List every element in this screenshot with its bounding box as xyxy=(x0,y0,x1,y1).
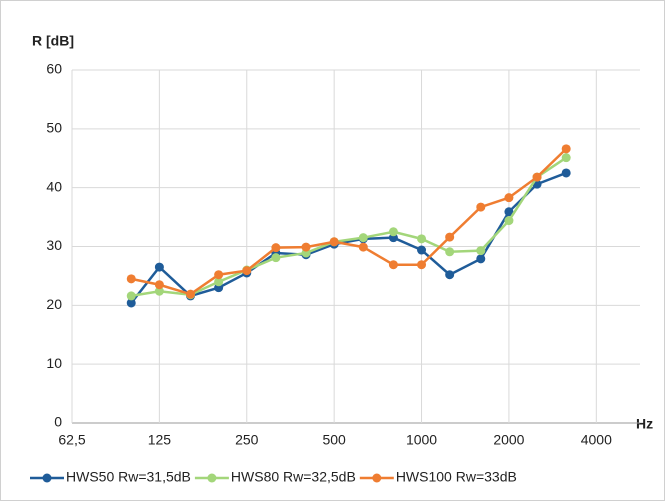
y-tick-label: 20 xyxy=(46,296,62,312)
data-point xyxy=(561,153,571,163)
x-tick-label: 125 xyxy=(148,432,172,448)
x-tick-label: 1000 xyxy=(406,432,437,448)
data-point xyxy=(154,262,164,272)
data-point xyxy=(445,270,455,280)
data-point xyxy=(214,277,224,287)
data-point xyxy=(214,270,224,280)
x-tick-label: 4000 xyxy=(581,432,612,448)
data-point xyxy=(476,202,486,212)
y-tick-label: 60 xyxy=(46,61,62,77)
data-point xyxy=(417,260,427,270)
data-point xyxy=(154,286,164,296)
data-point xyxy=(186,289,196,299)
data-point xyxy=(561,168,571,178)
y-tick-label: 10 xyxy=(46,355,62,371)
x-tick-label: 62,5 xyxy=(58,432,85,448)
x-tick-label: 250 xyxy=(235,432,259,448)
data-point xyxy=(126,274,136,284)
legend-label: HWS100 Rw=33dB xyxy=(396,469,517,485)
y-tick-label: 0 xyxy=(54,414,62,430)
y-tick-label: 30 xyxy=(46,237,62,253)
data-point xyxy=(417,234,427,244)
data-point xyxy=(561,144,571,154)
legend-marker xyxy=(372,473,382,483)
data-point xyxy=(504,193,514,203)
data-point xyxy=(126,291,136,301)
data-point xyxy=(358,233,368,243)
data-point xyxy=(388,260,398,270)
data-point xyxy=(476,254,486,264)
data-point xyxy=(504,216,514,226)
data-point xyxy=(271,253,281,263)
data-point xyxy=(154,280,164,290)
data-point xyxy=(445,247,455,257)
x-axis-label: Hz xyxy=(636,416,653,432)
data-point xyxy=(242,266,252,276)
data-point xyxy=(504,207,514,217)
data-point xyxy=(476,246,486,256)
x-tick-label: 500 xyxy=(322,432,346,448)
data-point xyxy=(388,227,398,237)
data-point xyxy=(532,172,542,182)
legend-label: HWS80 Rw=32,5dB xyxy=(231,469,356,485)
y-tick-label: 50 xyxy=(46,120,62,136)
legend-marker xyxy=(42,473,52,483)
data-point xyxy=(417,245,427,255)
data-point xyxy=(271,243,281,253)
legend-label: HWS50 Rw=31,5dB xyxy=(66,469,191,485)
data-point xyxy=(358,242,368,252)
data-point xyxy=(301,242,311,252)
y-tick-label: 40 xyxy=(46,178,62,194)
x-tick-label: 2000 xyxy=(493,432,524,448)
legend-marker xyxy=(207,473,217,483)
series-line xyxy=(131,156,567,298)
y-axis-label: R [dB] xyxy=(32,33,74,49)
series-line xyxy=(130,147,568,296)
data-point xyxy=(329,237,339,247)
data-point xyxy=(126,298,136,308)
data-point xyxy=(445,232,455,242)
